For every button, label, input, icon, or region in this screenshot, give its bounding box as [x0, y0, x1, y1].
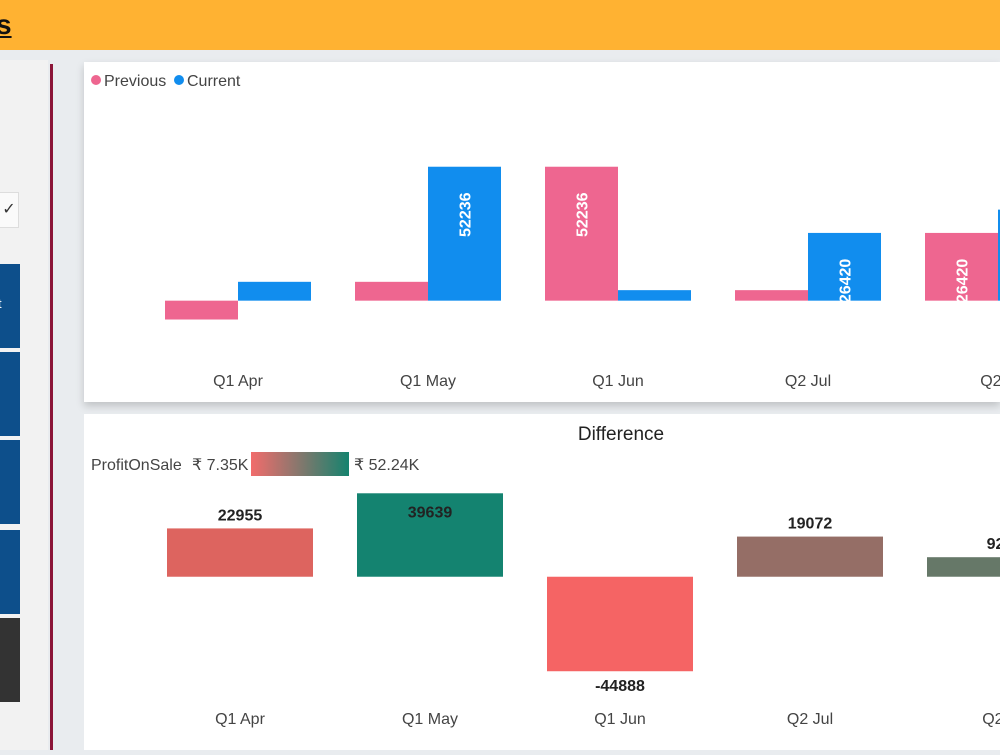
difference-label-q2-jul: 19072 — [788, 516, 833, 533]
gradient-legend-max-label: ₹ 52.24K — [354, 457, 420, 474]
sidebar-button-5[interactable] — [0, 618, 20, 702]
sidebar-button-4[interactable] — [0, 530, 20, 614]
difference-bar-q2-jul — [737, 536, 883, 577]
bar-previous-q2-a — [925, 232, 998, 301]
difference-bar-q1-apr — [167, 528, 313, 577]
x-tick-label-q2-a: Q2 A — [980, 373, 1000, 390]
difference-label-q2-a: 928 — [987, 536, 1000, 553]
difference-label-q1-jun: -44888 — [595, 678, 645, 695]
x-tick-label-q2-jul: Q2 Jul — [787, 711, 833, 728]
bar-previous-q1-apr — [165, 300, 238, 320]
x-tick-label-q2-jul: Q2 Jul — [785, 373, 831, 390]
sidebar-button-1[interactable]: t — [0, 264, 20, 348]
difference-label-q1-apr: 22955 — [218, 507, 263, 524]
difference-bar-q1-may — [357, 493, 503, 577]
legend-current-label: Current — [187, 73, 241, 90]
gradient-legend-bar — [251, 452, 349, 476]
data-label-previous-q2-a: 26420 — [955, 259, 972, 304]
data-label-previous-q1-jun: 52236 — [575, 192, 592, 237]
data-label-current-q1-may: 52236 — [458, 192, 475, 237]
x-tick-label-q2-a: Q2 A — [982, 711, 1000, 728]
bar-previous-q1-jun — [545, 166, 618, 301]
legend-previous-marker — [91, 75, 101, 85]
comparison-chart: Previous Current Q1 Apr 52236 Q1 May 52236 Q1 … — [91, 73, 1000, 390]
x-tick-label-q1-apr: Q1 Apr — [213, 373, 263, 390]
bar-previous-q1-may — [355, 281, 428, 301]
sidebar: ✓ e t — [0, 60, 48, 750]
x-tick-label-q1-may: Q1 May — [400, 373, 456, 390]
x-tick-label-q1-may: Q1 May — [402, 711, 458, 728]
difference-chart: Difference ProfitOnSale ₹ 7.35K ₹ 52.24K 229… — [91, 424, 1000, 728]
page-title: s — [0, 9, 12, 40]
gradient-legend-title: ProfitOnSale — [91, 457, 182, 474]
gradient-legend-min-label: ₹ 7.35K — [192, 457, 249, 474]
bar-current-q2-a — [998, 209, 1000, 301]
x-tick-label-q1-jun: Q1 Jun — [592, 373, 644, 390]
x-tick-label-q1-apr: Q1 Apr — [215, 711, 265, 728]
vertical-divider — [50, 64, 53, 750]
header-bar: s — [0, 0, 1000, 50]
sidebar-button-3[interactable] — [0, 440, 20, 524]
legend-previous-label: Previous — [104, 73, 166, 90]
x-tick-label-q1-jun: Q1 Jun — [594, 711, 646, 728]
difference-bar-q1-jun — [547, 576, 693, 672]
sidebar-button-1-label: t — [0, 296, 2, 311]
bar-current-q1-apr — [238, 281, 311, 301]
bar-current-q2-jul — [808, 232, 881, 301]
bar-previous-q2-jul — [735, 290, 808, 301]
sidebar-button-2[interactable] — [0, 352, 20, 436]
legend-current-marker — [174, 75, 184, 85]
comparison-chart-panel: Previous Current Q1 Apr 52236 Q1 May 52236 Q1 … — [84, 62, 1000, 402]
difference-label-q1-may: 39639 — [408, 504, 453, 521]
bar-current-q1-jun — [618, 290, 691, 301]
difference-bar-q2-a — [927, 557, 1000, 577]
difference-chart-panel: Difference ProfitOnSale ₹ 7.35K ₹ 52.24K 229… — [84, 414, 1000, 750]
chart-title: Difference — [578, 424, 664, 445]
data-label-current-q2-jul: 26420 — [838, 259, 855, 304]
dropdown-check-icon[interactable]: ✓ — [0, 192, 19, 228]
bar-current-q1-may — [428, 166, 501, 301]
